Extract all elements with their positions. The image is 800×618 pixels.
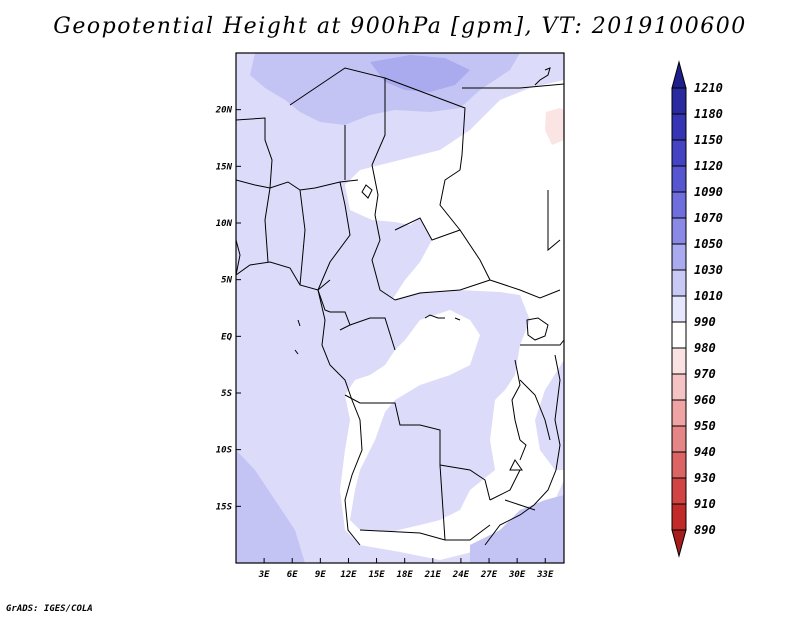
colorbar-swatch [671, 399, 687, 427]
lat-tick-label: 10S [216, 446, 233, 456]
shade-1030-1050-southeast [470, 495, 564, 563]
colorbar-label: 890 [694, 523, 716, 537]
colorbar-bottom-arrow [671, 529, 687, 558]
lon-tick-label: 3E [258, 570, 270, 580]
colorbar-label: 1030 [694, 263, 723, 277]
colorbar-swatch [671, 451, 687, 479]
colorbar-swatch [671, 373, 687, 401]
longitude-axis: 3E 6E 9E 12E 15E 18E 21E 24E 27E 30E 33E [258, 558, 554, 580]
colorbar-swatch [671, 217, 687, 245]
colorbar: 1210 1180 1150 1120 1090 1070 1050 1030 1010 990 9… [671, 60, 723, 558]
colorbar-swatch [671, 191, 687, 219]
grads-credit: GrADS: IGES/COLA [6, 604, 93, 614]
colorbar-label: 1210 [694, 81, 723, 95]
coastline [236, 67, 561, 546]
lon-tick-label: 6E [287, 570, 298, 580]
colorbar-label: 930 [694, 471, 716, 485]
colorbar-swatch [671, 87, 687, 115]
lat-tick-label: 5N [221, 276, 232, 286]
country-boundaries [236, 67, 564, 541]
lon-tick-label: 33E [536, 570, 554, 580]
lat-tick-label: 15S [216, 502, 233, 512]
lon-tick-label: 30E [508, 570, 526, 580]
colorbar-label: 1120 [694, 159, 723, 173]
shade-1030-1050-southwest [236, 450, 305, 563]
shade-1010-1030-east [535, 360, 564, 470]
colorbar-label: 940 [694, 445, 716, 459]
colorbar-label: 960 [694, 393, 716, 407]
lon-tick-label: 27E [480, 570, 498, 580]
lon-tick-label: 9E [315, 570, 326, 580]
shade-1010-1030 [236, 53, 564, 563]
colorbar-label: 1090 [694, 185, 723, 199]
map-title: Geopotential Height at 900hPa [gpm], VT:… [53, 14, 747, 39]
colorbar-swatch [671, 477, 687, 505]
map-frame [235, 52, 565, 564]
colorbar-swatch [671, 113, 687, 141]
lon-tick-label: 21E [424, 570, 442, 580]
lon-tick-label: 24E [452, 570, 470, 580]
lon-tick-label: 18E [397, 570, 414, 580]
colorbar-label: 990 [694, 315, 716, 329]
latitude-axis: 20N 15N 10N 5N EQ 5S 10S 15S [215, 106, 241, 512]
colorbar-top-arrow [671, 60, 687, 89]
colorbar-swatch [671, 503, 687, 531]
colorbar-label: 950 [694, 419, 716, 433]
colorbar-label: 1050 [694, 237, 723, 251]
lon-tick-label: 12E [340, 570, 357, 580]
colorbar-label: 1010 [694, 289, 723, 303]
colorbar-swatch [671, 425, 687, 453]
colorbar-swatch [671, 295, 687, 323]
colorbar-swatch [671, 165, 687, 193]
colorbar-swatch [671, 321, 687, 349]
lat-tick-label: 5S [221, 389, 232, 399]
lat-tick-label: 10N [216, 219, 233, 229]
colorbar-label: 910 [694, 497, 716, 511]
colorbar-label: 1070 [694, 211, 723, 225]
shade-1050-1070-north [370, 55, 470, 92]
colorbar-label: 980 [694, 341, 716, 355]
colorbar-swatch [671, 139, 687, 167]
colorbar-swatch [671, 269, 687, 297]
lat-tick-label: 20N [215, 106, 233, 116]
colorbar-label: 1180 [694, 107, 723, 121]
colorbar-swatch [671, 347, 687, 375]
shade-980-990-northeast [545, 108, 564, 145]
lat-tick-label: 15N [216, 162, 233, 172]
colorbar-label: 970 [694, 367, 716, 381]
colorbar-label: 1150 [694, 133, 723, 147]
map-area [236, 53, 564, 563]
lon-tick-label: 15E [368, 570, 385, 580]
colorbar-swatch [671, 243, 687, 271]
lat-tick-label: EQ [221, 332, 232, 342]
